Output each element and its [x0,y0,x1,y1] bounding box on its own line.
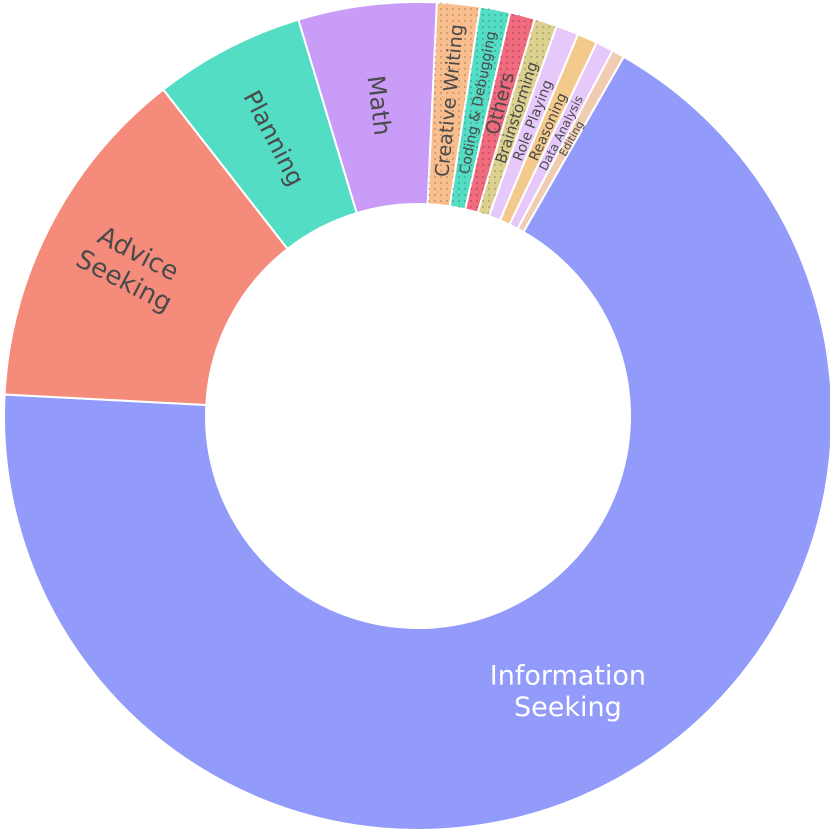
slice-label-line-information-seeking-0: Information [490,660,646,691]
slice-label-information-seeking: Information Seeking [490,660,646,723]
slice-creative-writing-pattern [427,2,481,207]
slices-layer [3,1,830,830]
slice-editing [516,49,626,234]
slice-coding-and-debugging-pattern [449,6,511,210]
slice-label-line-information-seeking-1: Seeking [514,692,622,723]
slice-brainstorming-pattern [477,18,557,217]
slice-others-pattern [465,12,535,213]
slice-advice-seeking [3,88,289,407]
slice-information-seeking [3,55,830,830]
